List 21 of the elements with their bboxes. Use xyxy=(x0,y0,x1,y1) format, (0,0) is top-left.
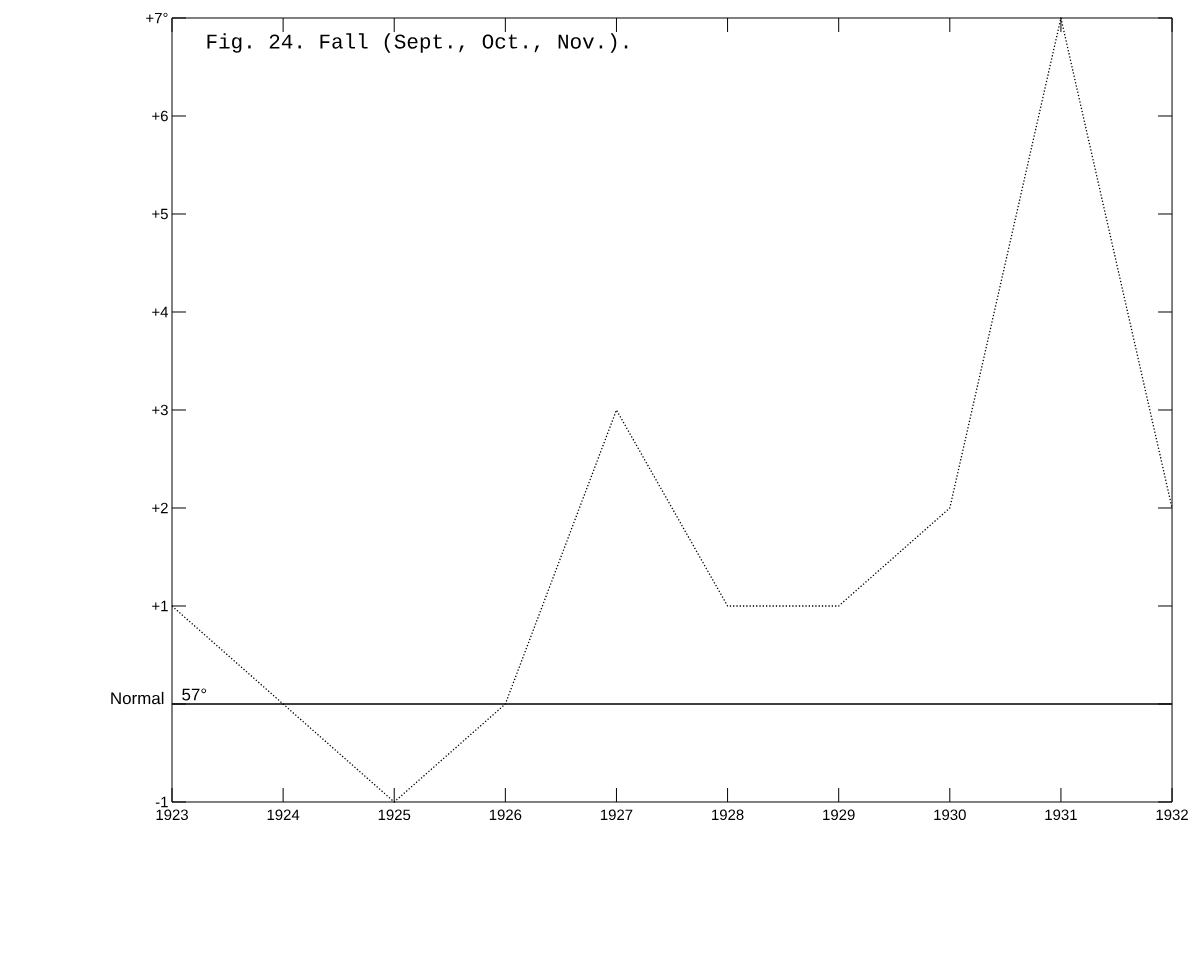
y-tick-label: -1 xyxy=(155,796,168,808)
y-tick-label: +4 xyxy=(152,306,169,318)
text: Fig. 24. Fall (Sept., Oct., Nov.). xyxy=(207,33,628,53)
y-tick-label: +6 xyxy=(152,110,168,122)
annotation: 57° xyxy=(182,688,207,701)
y-tick-label: +5 xyxy=(152,208,168,220)
y-tick-label: +1 xyxy=(152,600,168,612)
x-tick-label: 1924 xyxy=(267,809,300,821)
x-tick-label: 1926 xyxy=(489,809,522,821)
x-tick-label: 1928 xyxy=(712,809,744,821)
x-tick-label: 1930 xyxy=(934,809,966,821)
x-tick-label: 1923 xyxy=(156,809,188,821)
ref-line-label: Normal xyxy=(111,691,164,705)
y-tick-label: +7° xyxy=(146,12,168,24)
y-tick-label: +3 xyxy=(152,404,168,416)
x-tick-label: 1927 xyxy=(600,809,633,821)
x-tick-label: 1929 xyxy=(823,809,855,821)
x-tick-label: 1925 xyxy=(378,809,411,821)
x-tick-label: 1932 xyxy=(1156,809,1188,821)
x-tick-label: 1931 xyxy=(1045,809,1077,821)
y-tick-label: +2 xyxy=(152,502,168,514)
